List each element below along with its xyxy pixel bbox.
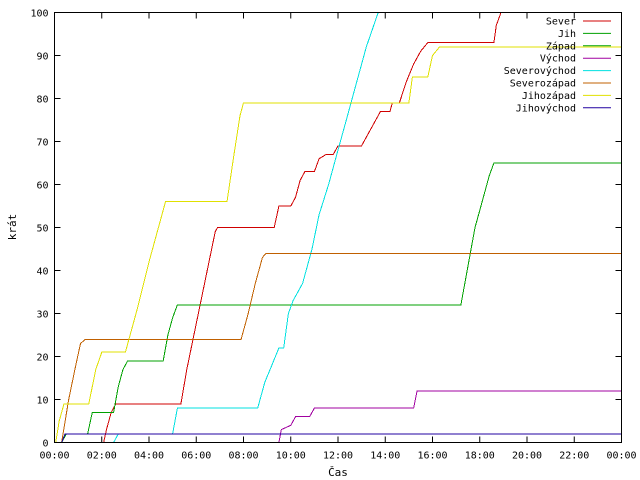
legend-label: Jihovýchod (516, 102, 576, 114)
x-tick-label: 08:00 (228, 451, 258, 462)
x-axis-label: Čas (328, 466, 348, 479)
y-tick-label: 40 (36, 267, 48, 278)
y-tick-label: 20 (36, 353, 48, 364)
legend-label: Sever (546, 17, 576, 28)
series-layer (55, 12, 622, 443)
legend-label: Východ (540, 53, 576, 65)
x-tick-label: 12:00 (323, 451, 353, 462)
y-tick-label: 10 (36, 396, 48, 407)
series-line-5 (61, 252, 622, 443)
y-tick-label: 60 (36, 181, 48, 192)
tick-layer: 0 10 20 30 40 50 60 70 80 90 100 00:00 02:00 04:00 06:… (30, 9, 636, 462)
x-tick-label: 04:00 (134, 451, 164, 462)
legend-label: Jih (558, 29, 576, 40)
legend-label: Severozápad (510, 78, 576, 90)
y-tick-label: 0 (42, 439, 48, 450)
y-tick-label: 30 (36, 310, 48, 321)
legend-label: Severovýchod (504, 65, 576, 77)
series-line-7 (61, 433, 622, 443)
x-tick-label: 18:00 (465, 451, 495, 462)
y-tick-label: 90 (36, 52, 48, 63)
series-line-4 (113, 12, 379, 443)
x-tick-label: 20:00 (512, 451, 542, 462)
legend: SeverJihZápadVýchodSeverovýchodSeverozáp… (504, 17, 611, 114)
x-tick-label: 10:00 (276, 451, 306, 462)
legend-label: Západ (546, 40, 576, 52)
y-tick-label: 80 (36, 95, 48, 106)
series-line-1 (61, 162, 622, 443)
x-tick-label: 00:00 (39, 451, 69, 462)
y-tick-label: 70 (36, 138, 48, 149)
x-tick-label: 02:00 (87, 451, 117, 462)
x-tick-label: 14:00 (370, 451, 400, 462)
series-line-0 (103, 12, 502, 443)
legend-label: Jihozápad (522, 90, 576, 102)
y-tick-label: 100 (30, 9, 48, 20)
series-line-6 (55, 46, 622, 443)
x-tick-label: 16:00 (417, 451, 447, 462)
y-tick-label: 50 (36, 224, 48, 235)
series-line-3 (278, 390, 622, 443)
x-tick-label: 22:00 (559, 451, 589, 462)
x-tick-label: 00:00 (606, 451, 636, 462)
x-tick-label: 06:00 (181, 451, 211, 462)
y-axis-label: krát (6, 214, 19, 241)
